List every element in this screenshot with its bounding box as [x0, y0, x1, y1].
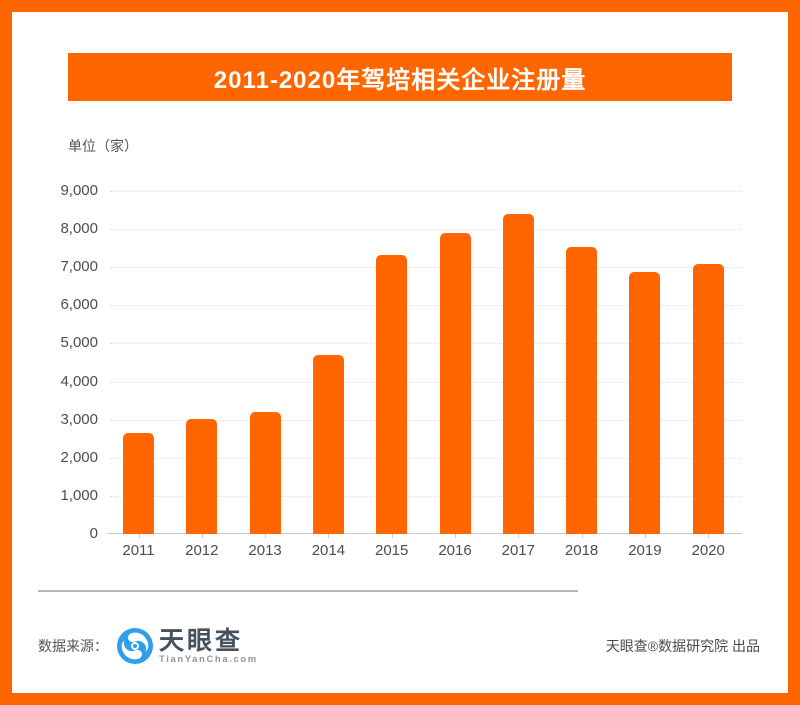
x-axis-label-2014: 2014	[311, 542, 346, 559]
bar-2015	[376, 255, 408, 534]
y-axis-label: 1,000	[60, 486, 98, 504]
x-tick-mark	[138, 534, 140, 538]
y-axis-label: 6,000	[60, 296, 98, 314]
gridline-6000	[110, 305, 742, 307]
x-tick-mark	[391, 534, 393, 538]
x-tick-mark	[708, 534, 710, 538]
y-axis-label: 5,000	[60, 334, 98, 352]
tianyancha-eye-icon	[117, 628, 153, 664]
gridline-7000	[110, 267, 742, 269]
unit-label: 单位（家）	[68, 138, 138, 154]
y-axis-label: 9,000	[60, 182, 98, 199]
gridline-5000	[110, 343, 742, 345]
logo-domain: TianYanCha.com	[159, 653, 258, 665]
bar-2016	[439, 232, 471, 534]
tianyancha-logo: 天眼查 TianYanCha.com	[117, 628, 258, 665]
bar-2017	[502, 214, 534, 534]
x-axis-label-2015: 2015	[375, 542, 409, 559]
chart-title: 2011-2020年驾培相关企业注册量	[213, 66, 587, 94]
bar-2019	[629, 271, 661, 534]
bar-2018	[566, 247, 598, 534]
y-axis-label: 4,000	[60, 372, 98, 390]
gridline-3000	[110, 419, 742, 421]
x-tick-mark	[581, 534, 583, 538]
chart-title-banner: 2011-2020年驾培相关企业注册量	[68, 53, 732, 101]
publisher-credit: 天眼查®数据研究院 出品	[605, 638, 760, 654]
x-axis-label-2019: 2019	[628, 542, 662, 559]
bar-2013	[249, 411, 281, 534]
footer-source: 数据来源： 天眼查 TianYanCha.com	[38, 628, 258, 665]
bar-2014	[312, 354, 344, 534]
y-axis-label: 7,000	[60, 258, 98, 276]
bar-2020	[692, 263, 724, 534]
x-tick-mark	[265, 534, 267, 538]
data-source-label: 数据来源：	[38, 638, 108, 654]
logo-wordmark: 天眼查 TianYanCha.com	[159, 628, 258, 665]
gridline-8000	[110, 229, 742, 231]
x-axis-label-2016: 2016	[438, 542, 472, 559]
y-axis-label: 2,000	[60, 448, 98, 466]
gridline-9000	[110, 191, 742, 192]
x-axis-line	[107, 533, 742, 534]
bar-chart: 0 1,000 2,000 3,000 4,000 5,000 6,000 7,000 8,00…	[60, 182, 742, 559]
x-tick-mark	[644, 534, 646, 538]
x-axis-label-2011: 2011	[122, 542, 155, 559]
footer-divider	[38, 590, 578, 592]
bar-2011	[123, 432, 154, 534]
x-axis-label-2020: 2020	[691, 542, 725, 559]
x-tick-mark	[328, 534, 330, 538]
gridline-1000	[110, 495, 742, 497]
x-axis-label-2013: 2013	[248, 542, 282, 559]
y-axis-label: 0	[89, 525, 98, 542]
x-axis-label-2017: 2017	[501, 542, 535, 559]
x-tick-mark	[201, 534, 203, 538]
y-axis-label: 8,000	[60, 220, 98, 238]
logo-name: 天眼查	[159, 626, 244, 655]
x-tick-mark	[455, 534, 456, 538]
footer: 数据来源： 天眼查 TianYanCha.com 天眼查®数据研究院 出品	[38, 618, 760, 674]
y-axis-label: 3,000	[60, 410, 98, 428]
bar-2012	[186, 418, 218, 534]
gridline-4000	[110, 381, 742, 383]
gridline-2000	[110, 457, 742, 459]
x-axis-label-2012: 2012	[185, 542, 219, 559]
x-axis-label-2018: 2018	[564, 542, 599, 559]
x-tick-mark	[518, 534, 520, 538]
